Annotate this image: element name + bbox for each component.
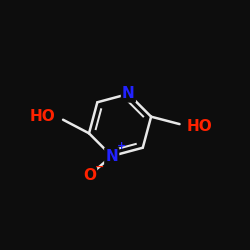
Text: O: O	[83, 168, 96, 183]
Text: HO: HO	[187, 119, 213, 134]
Text: +: +	[117, 141, 127, 151]
Text: HO: HO	[30, 108, 56, 124]
Text: N: N	[122, 86, 135, 102]
Text: −: −	[94, 161, 104, 171]
Text: N: N	[105, 148, 118, 164]
